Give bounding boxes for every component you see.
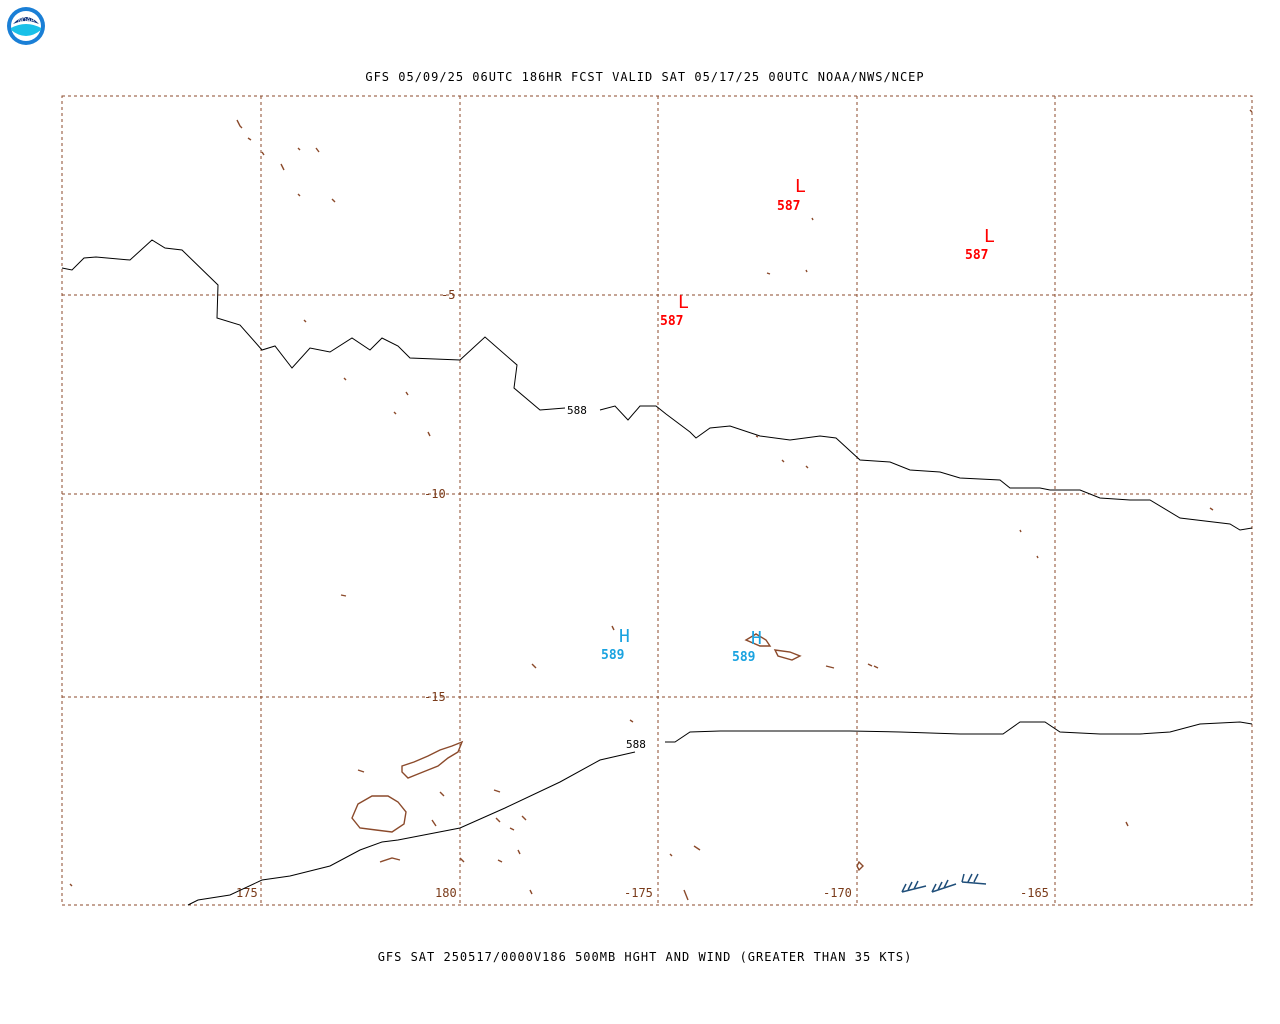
contour-588-north [61,239,1253,531]
lon-label: 180 [435,886,457,900]
lon-label: -175 [624,886,653,900]
noaa-logo: NOAA [7,7,45,45]
wind-barb [901,880,927,893]
high-center-letter: H [619,626,630,647]
coastlines [69,109,1253,901]
lat-label: -5 [441,288,455,302]
lat-label: -10 [424,487,446,501]
low-center-letter: L [678,292,689,313]
lon-label: -165 [1020,886,1049,900]
contour-588-south [187,721,1253,906]
chart-caption: GFS SAT 250517/0000V186 500MB HGHT AND W… [377,950,913,964]
lat-label: -15 [424,690,446,704]
wind-barb [961,873,987,885]
contour-label-588: 588 [626,738,646,751]
high-center-value: 589 [601,648,624,663]
svg-text:NOAA: NOAA [17,18,34,24]
wind-barbs [901,873,987,893]
wind-barb [931,879,957,893]
lon-label: -170 [823,886,852,900]
low-center-value: 587 [660,314,683,329]
samoa-savaii-island [744,633,772,647]
vanua-levu-island [401,740,464,779]
chart-title: GFS 05/09/25 06UTC 186HR FCST VALID SAT … [365,70,925,84]
contour-label-588: 588 [567,404,587,417]
samoa-upolu-island [773,649,802,661]
low-center-value: 587 [965,248,988,263]
pressure-centers: L 587 L 587 L 587 H 589 H 589 [601,176,995,665]
lon-label: 175 [236,886,258,900]
low-center-letter: L [984,226,995,247]
low-center-letter: L [795,176,806,197]
high-center-value: 589 [732,650,755,665]
high-center-letter: H [751,628,762,649]
low-center-value: 587 [777,199,800,214]
viti-levu-island [351,795,407,833]
lat-lon-grid [61,95,1253,906]
height-contours [61,239,1253,906]
